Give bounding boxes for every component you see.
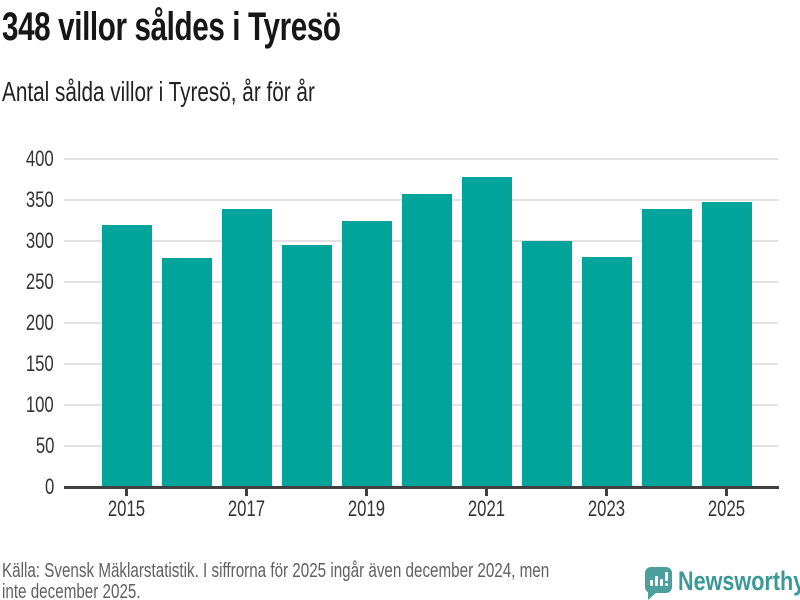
y-axis-tick-label: 0 (0, 475, 54, 499)
x-axis-year-label: 2015 (87, 497, 167, 521)
x-axis-tick-2021 (485, 489, 489, 496)
bar-2019 (341, 220, 392, 487)
x-axis-year-text: 2015 (108, 496, 146, 521)
page-title: 348 villor såldes i Tyresö (2, 5, 341, 49)
x-axis-year-label: 2021 (447, 497, 527, 521)
x-axis-tick-2025 (725, 489, 729, 496)
x-axis-year-text: 2023 (588, 496, 626, 521)
x-axis-year-text: 2017 (228, 496, 266, 521)
source-note-line-2: inte december 2025. (2, 581, 141, 600)
bar-2016 (161, 257, 212, 487)
y-axis-tick-label: 350 (0, 188, 54, 212)
y-axis-tick-label: 50 (0, 434, 54, 458)
x-axis-line (64, 486, 779, 489)
y-axis-tick-label: 200 (0, 311, 54, 335)
x-axis-tick-2023 (605, 489, 609, 496)
bar-2020 (401, 193, 452, 487)
y-axis-tick-text: 300 (26, 228, 54, 254)
y-axis-tick-label: 400 (0, 147, 54, 171)
y-axis-tick-label: 100 (0, 393, 54, 417)
gridline-y-400 (64, 158, 778, 161)
y-axis-tick-label: 300 (0, 229, 54, 253)
y-axis-tick-label: 250 (0, 270, 54, 294)
bar-2021 (461, 177, 512, 487)
bar-2022 (521, 241, 572, 487)
x-axis-year-text: 2025 (708, 496, 746, 521)
y-axis-tick-text: 150 (26, 351, 54, 377)
bar-2023 (581, 256, 632, 487)
x-axis-year-label: 2025 (687, 497, 767, 521)
y-axis-tick-text: 400 (26, 146, 54, 172)
bar-2018 (281, 245, 332, 487)
y-axis-tick-text: 50 (35, 433, 54, 459)
y-axis-tick-text: 0 (44, 474, 54, 499)
x-axis-year-text: 2021 (468, 496, 506, 521)
newsworthy-logo: Newsworthy (645, 566, 800, 600)
y-axis-tick-label: 150 (0, 352, 54, 376)
source-note-line-1: Källa: Svensk Mäklarstatistik. I siffror… (2, 560, 550, 582)
x-axis-tick-2019 (365, 489, 369, 496)
chart-subtitle: Antal sålda villor i Tyresö, år för år (2, 76, 315, 107)
bar-2015 (101, 224, 152, 487)
y-axis-tick-text: 350 (26, 187, 54, 213)
x-axis-year-label: 2017 (207, 497, 287, 521)
bar-2024 (641, 208, 692, 487)
y-axis-tick-text: 250 (26, 269, 54, 295)
x-axis-tick-2017 (245, 489, 249, 496)
newsworthy-wordmark: Newsworthy (678, 566, 800, 596)
newsworthy-bar-chart-bubble-icon (645, 567, 672, 600)
x-axis-year-label: 2023 (567, 497, 647, 521)
y-axis-tick-text: 100 (26, 392, 54, 418)
bar-2025 (701, 201, 752, 487)
bar-2017 (221, 209, 272, 487)
y-axis-tick-text: 200 (26, 310, 54, 336)
x-axis-tick-2015 (125, 489, 129, 496)
x-axis-year-text: 2019 (348, 496, 386, 521)
x-axis-year-label: 2019 (327, 497, 407, 521)
